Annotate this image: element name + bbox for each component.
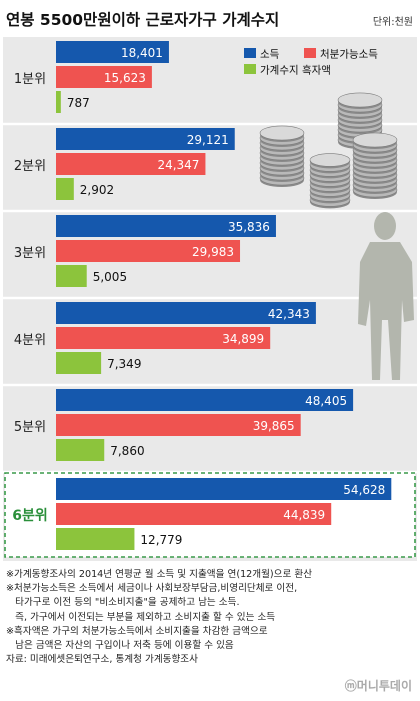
footnotes: ※가계동향조사의 2014년 연평균 월 소득 및 지출액을 연(12개월)으로… (6, 568, 416, 667)
bar-surplus (56, 352, 102, 374)
bar-surplus (56, 439, 105, 461)
legend-swatch-surplus (244, 64, 256, 74)
data-label-surplus: 5,005 (93, 270, 127, 284)
bar-income (56, 41, 169, 63)
data-label-disposable: 34,899 (222, 332, 264, 346)
bar-disposable (56, 414, 301, 436)
legend-swatch-disposable (304, 48, 316, 58)
footnote-1: ※가계동향조사의 2014년 연평균 월 소득 및 지출액을 연(12개월)으로… (6, 569, 313, 580)
legend-label-disposable: 처분가능소득 (320, 49, 378, 61)
data-label-income: 35,836 (228, 220, 270, 234)
category-label: 2분위 (14, 159, 46, 174)
chart-title: 연봉 5500만원이하 근로자가구 가계수지 (6, 10, 279, 29)
coin (259, 125, 305, 141)
footnote-5: ※흑자액은 가구의 처분가능소득에서 소비지출을 차감한 금액으로 (6, 625, 268, 637)
legend-swatch-income (244, 48, 256, 58)
bar-disposable (56, 327, 271, 349)
coin (309, 153, 351, 167)
bar-surplus (56, 265, 87, 287)
coin (352, 132, 398, 148)
data-label-income: 48,405 (305, 394, 347, 408)
bar-income (56, 128, 235, 150)
body (358, 242, 414, 380)
bar-surplus (56, 178, 74, 200)
businessman-silhouette (358, 212, 414, 380)
data-label-disposable: 24,347 (157, 158, 199, 172)
data-label-surplus: 2,902 (80, 183, 114, 197)
data-label-surplus: 12,779 (140, 533, 182, 547)
footnote-6: 남은 금액은 자산의 구입이나 저축 등에 이용할 수 있음 (6, 640, 234, 652)
legend-label-surplus: 가계수지 흑자액 (260, 64, 331, 77)
coin (337, 92, 383, 108)
category-label: 1분위 (14, 72, 46, 87)
data-label-income: 42,343 (268, 307, 310, 321)
footnote-3: 타가구로 이전 등의 "비소비지출"을 공제하고 남는 소득. (6, 597, 240, 609)
category-label: 4분위 (14, 333, 46, 348)
data-label-disposable: 29,983 (192, 245, 234, 259)
data-label-surplus: 7,349 (107, 357, 141, 371)
data-label-disposable: 15,623 (104, 71, 146, 85)
head (374, 212, 396, 240)
data-label-income: 54,628 (343, 483, 385, 497)
data-label-disposable: 39,865 (253, 419, 295, 433)
category-label: 6분위 (12, 508, 48, 524)
bar-income (56, 302, 316, 324)
data-label-income: 18,401 (121, 46, 163, 60)
category-label: 5분위 (14, 420, 46, 435)
data-label-surplus: 7,860 (110, 444, 144, 458)
data-label-income: 29,121 (187, 133, 229, 147)
bar-income (56, 215, 276, 237)
bar-income (56, 389, 354, 411)
bar-surplus (56, 528, 135, 550)
bar-disposable (56, 153, 206, 175)
category-label: 3분위 (14, 246, 46, 261)
data-label-surplus: 787 (67, 96, 90, 110)
watermark-logo: ⓜ머니투데이 (345, 678, 412, 693)
bar-disposable (56, 66, 152, 88)
footnote-4: 즉, 가구에서 이전되는 부분을 제외하고 소비지출 할 수 있는 소득 (6, 611, 276, 623)
unit-label: 단위:천원 (373, 15, 413, 28)
data-label-disposable: 44,839 (283, 508, 325, 522)
bar-income (56, 478, 392, 500)
legend-label-income: 소득 (260, 49, 280, 61)
bar-disposable (56, 240, 241, 262)
source-note: 자료: 미래에셋은퇴연구소, 통계청 가계동향조사 (6, 654, 198, 666)
bar-disposable (56, 503, 332, 525)
footnote-2: ※처분가능소득은 소득에서 세금이나 사회보장부담금,비영리단체로 이전, (6, 583, 298, 595)
bar-surplus (56, 91, 61, 113)
coin-stacks-illustration (259, 92, 398, 209)
